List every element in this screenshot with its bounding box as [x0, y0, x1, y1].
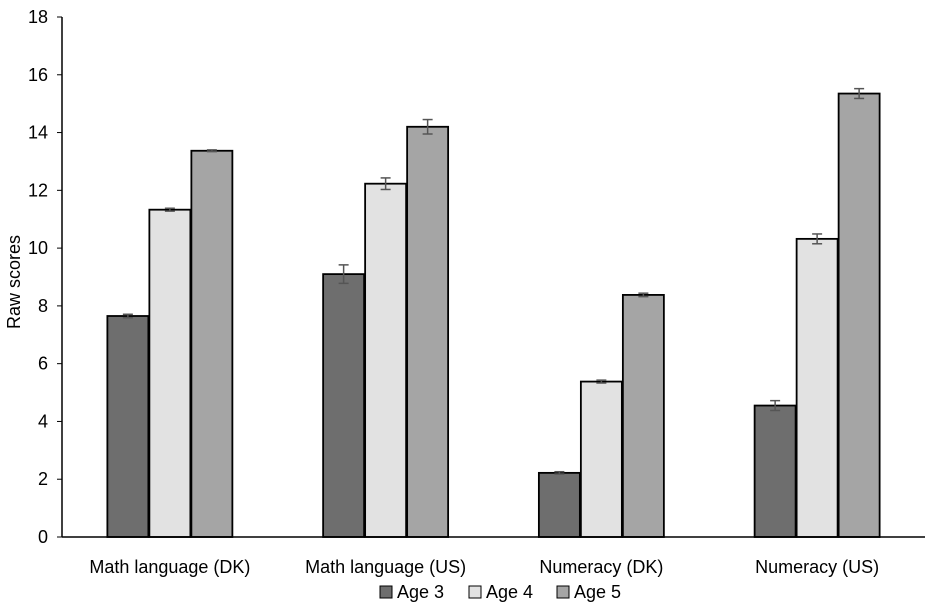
y-tick-label: 12 [28, 180, 48, 200]
legend-label: Age 4 [486, 582, 533, 602]
bar-age-4 [364, 182, 408, 538]
y-tick-label: 4 [38, 411, 48, 431]
legend-swatch [379, 585, 393, 599]
bar-age-4 [148, 208, 192, 538]
y-tick-label: 8 [38, 296, 48, 316]
legend: Age 3 Age 4 Age 5 [379, 582, 621, 602]
x-category-label: Numeracy (DK) [539, 557, 663, 577]
bar-age-4 [579, 380, 623, 538]
bar-age-3 [753, 404, 797, 538]
y-tick-label: 2 [38, 469, 48, 489]
y-tick-label: 6 [38, 354, 48, 374]
bar-age-5 [406, 125, 450, 538]
legend-swatch [556, 585, 570, 599]
legend-label: Age 3 [397, 582, 444, 602]
y-axis-label: Raw scores [4, 235, 24, 329]
bar-age-5 [621, 294, 665, 538]
y-tick-label: 16 [28, 65, 48, 85]
y-tick-label: 14 [28, 123, 48, 143]
x-axis-categories: Math language (DK) Math language (US) Nume… [89, 557, 879, 577]
y-tick-label: 10 [28, 238, 48, 258]
bar-age-5 [190, 149, 234, 538]
y-tick-label: 18 [28, 7, 48, 27]
error-bars [122, 87, 865, 475]
bar-age-3 [537, 471, 581, 538]
x-category-label: Math language (DK) [89, 557, 250, 577]
y-tick-label: 0 [38, 527, 48, 547]
bar-age-5 [837, 92, 881, 538]
y-axis-ticks: 0 2 4 6 8 10 12 14 16 18 [28, 7, 62, 547]
x-category-label: Math language (US) [305, 557, 466, 577]
bar-age-4 [795, 237, 839, 538]
legend-swatch [468, 585, 482, 599]
bar-age-3 [106, 315, 150, 538]
bar-age-3 [322, 273, 366, 538]
bars [106, 92, 881, 538]
x-category-label: Numeracy (US) [755, 557, 879, 577]
legend-label: Age 5 [574, 582, 621, 602]
